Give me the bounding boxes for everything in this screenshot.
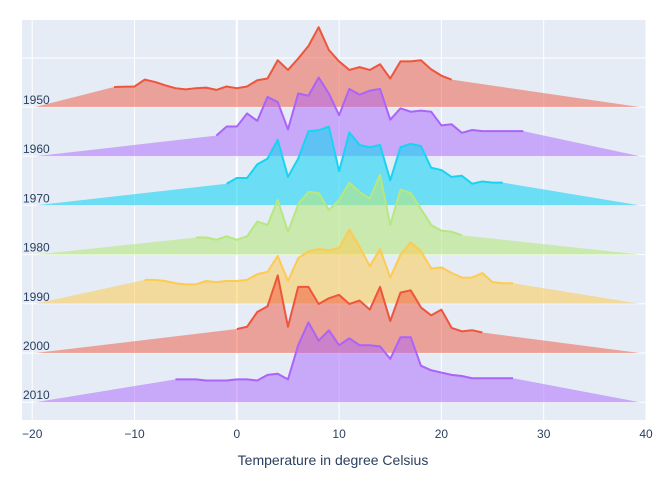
ridge-area-2000[interactable] <box>35 275 640 353</box>
ridge-line-1950 <box>114 26 453 91</box>
ridge-area-2010[interactable] <box>35 322 640 403</box>
ridge-line-1980 <box>195 173 463 241</box>
year-labels: 1950 1960 1970 1980 1990 2000 2010 <box>23 93 50 402</box>
x-tick-label-6: 40 <box>639 427 653 441</box>
ridge-line-2010 <box>175 321 514 382</box>
year-label-1980: 1980 <box>23 241 50 255</box>
x-axis-ticks[interactable]: −20 −10 0 10 20 30 40 <box>22 427 653 441</box>
ridge-area-1950[interactable] <box>35 27 640 108</box>
ridge-area-1960[interactable] <box>35 77 640 157</box>
year-label-1990: 1990 <box>23 290 50 304</box>
ridge-area-1980[interactable] <box>35 174 640 255</box>
year-label-2000: 2000 <box>23 339 50 353</box>
ridge-line-2000 <box>236 274 483 334</box>
x-tick-label-5: 30 <box>537 427 551 441</box>
ridges <box>35 26 640 403</box>
x-axis-title: Temperature in degree Celsius <box>238 452 429 468</box>
ridge-line-1990 <box>144 228 514 286</box>
x-tick-label-1: −10 <box>124 427 145 441</box>
year-label-1970: 1970 <box>23 191 50 205</box>
year-label-2010: 2010 <box>23 388 50 402</box>
x-tick-label-2: 0 <box>233 427 240 441</box>
year-label-1960: 1960 <box>23 142 50 156</box>
x-tick-label-4: 20 <box>435 427 449 441</box>
x-tick-label-0: −20 <box>22 427 43 441</box>
ridge-line-1970 <box>226 125 503 185</box>
year-label-1950: 1950 <box>23 93 50 107</box>
ridge-line-1960 <box>215 76 524 137</box>
x-tick-label-3: 10 <box>332 427 346 441</box>
